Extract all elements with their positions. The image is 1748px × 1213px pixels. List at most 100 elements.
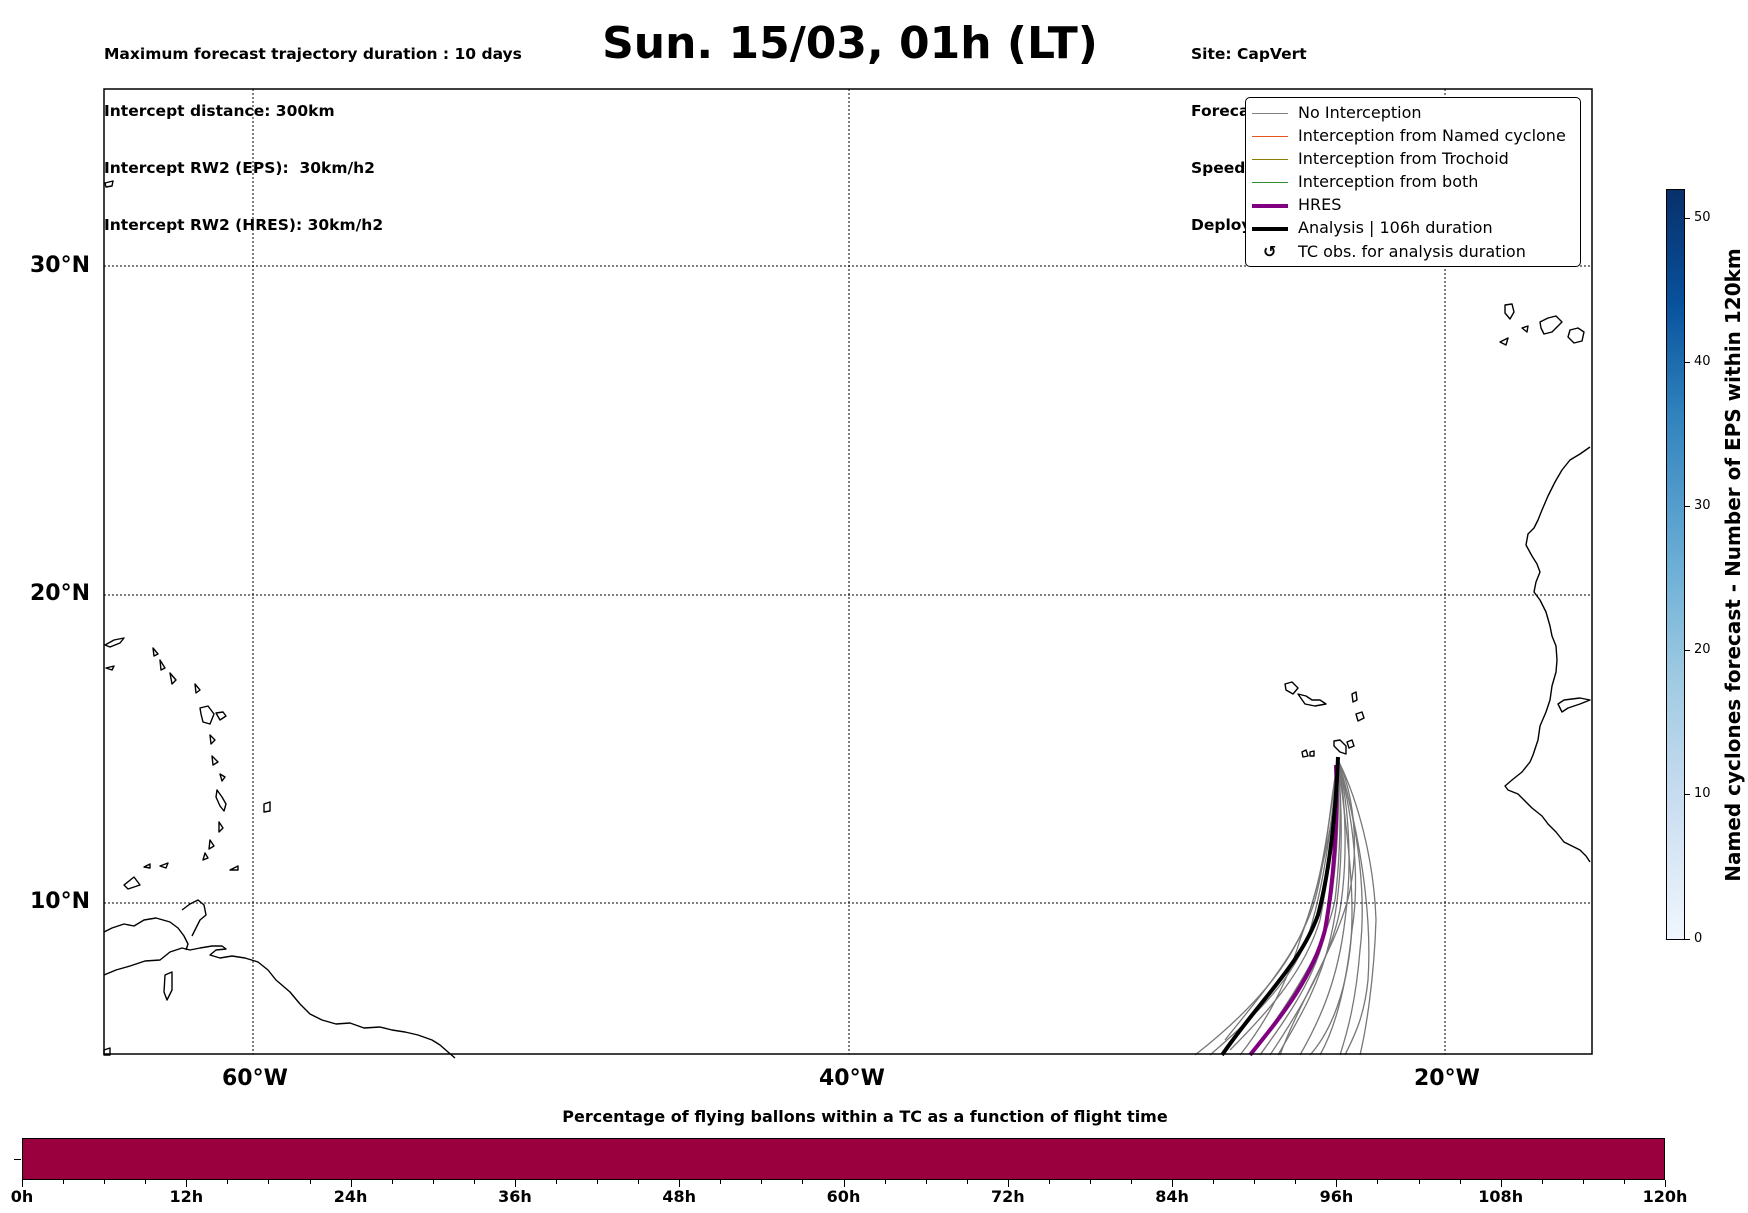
lon-label: 60°W [222,1066,288,1091]
progress-tick [761,1180,763,1184]
progress-tick [63,1180,65,1184]
progress-tick [1007,1180,1009,1187]
colorbar-tick-label: 30 [1694,498,1711,513]
progress-tick [1500,1180,1502,1187]
colorbar-tick-label: 50 [1694,210,1711,225]
info-line: Intercept RW2 (HRES): 30km/h2 [104,216,384,234]
legend-item: Analysis | 106h duration [1246,217,1580,239]
lon-label: 40°W [819,1066,885,1091]
legend-label: No Interception [1298,103,1422,122]
info-line: Intercept RW2 (EPS): 30km/h2 [104,159,375,177]
legend-item: Interception from Trochoid [1246,148,1580,170]
colorbar [1666,189,1685,940]
progress-tick [1582,1180,1584,1184]
lat-label: 30°N [30,253,91,278]
progress-tick [1048,1180,1050,1184]
progress-tick-label: 96h [1319,1187,1354,1206]
progress-tick [679,1180,681,1187]
progress-tick [350,1180,352,1187]
legend-label: Interception from Trochoid [1298,149,1509,168]
lat-label: 10°N [30,889,91,914]
progress-tick-label: 48h [662,1187,697,1206]
progress-tick [145,1180,147,1184]
legend-label: Analysis | 106h duration [1298,218,1493,237]
colorbar-tick-label: 40 [1694,354,1711,369]
map-legend: No Interception Interception from Named … [1245,97,1581,267]
lat-label: 20°N [30,581,91,606]
progress-tick [309,1180,311,1184]
colorbar-tick-label: 10 [1694,786,1711,801]
progress-tick [1089,1180,1091,1184]
progress-tick [638,1180,640,1184]
progress-tick-label: 36h [498,1187,532,1206]
progress-tick [104,1180,106,1184]
progress-tick [1418,1180,1420,1184]
progress-tick [1665,1180,1666,1187]
colorbar-tick-label: 0 [1694,931,1703,946]
forecast-title: Sun. 15/03, 01h (LT) [602,18,1098,69]
colorbar-tick [1685,794,1690,795]
hres-trajectory [1248,764,1339,1057]
colorbar-tick [1685,939,1690,940]
progress-tick [555,1180,557,1184]
legend-item: HRES [1246,194,1580,216]
legend-swatch [1252,227,1288,231]
progress-tick [1623,1180,1625,1184]
progress-tick [720,1180,722,1184]
progress-tick-label: 108h [1478,1187,1524,1206]
legend-item: Interception from both [1246,171,1580,193]
colorbar-tick [1685,506,1690,507]
progress-tick [843,1180,845,1187]
coastlines [103,180,1591,1059]
progress-tick [1541,1180,1543,1184]
legend-label: HRES [1298,195,1342,214]
colorbar-tick-label: 20 [1694,642,1711,657]
progress-tick [1377,1180,1379,1184]
progress-tick [186,1180,188,1187]
progress-tick [966,1180,968,1184]
progress-tick-label: 0h [10,1187,34,1206]
progress-tick-label: 120h [1642,1187,1688,1206]
cyclone-symbol-icon: ↺ [1263,242,1277,261]
progress-tick [1213,1180,1215,1184]
legend-label: Interception from both [1298,172,1479,191]
tc-percentage-bar [22,1138,1665,1180]
run-info-left: Maximum forecast trajectory duration : 1… [104,7,522,254]
info-line: Intercept distance: 300km [104,102,335,120]
progress-tick [802,1180,804,1184]
progress-title: Percentage of flying ballons within a TC… [562,1107,1168,1126]
legend-label: Interception from Named cyclone [1298,126,1566,145]
colorbar-tick [1685,362,1690,363]
progress-tick [1254,1180,1256,1184]
progress-tick-label: 24h [333,1187,368,1206]
progress-tick-label: 84h [1155,1187,1189,1206]
progress-tick-label: 12h [169,1187,204,1206]
ensemble-trajectories [1194,759,1377,1056]
progress-tick-label: 72h [990,1187,1025,1206]
progress-y-tick [14,1159,21,1160]
legend-item: ↺ TC obs. for analysis duration [1246,241,1580,263]
legend-label: TC obs. for analysis duration [1298,242,1526,261]
progress-tick [432,1180,434,1184]
progress-tick [473,1180,475,1184]
progress-tick [514,1180,516,1187]
colorbar-tick [1685,650,1690,651]
legend-item: No Interception [1246,102,1580,124]
progress-tick [1295,1180,1297,1184]
progress-tick [1131,1180,1133,1184]
legend-swatch [1252,136,1288,137]
progress-tick [268,1180,270,1184]
progress-tick [227,1180,229,1184]
progress-tick [1336,1180,1338,1187]
progress-tick [884,1180,886,1184]
lon-label: 20°W [1414,1066,1480,1091]
progress-tick [597,1180,599,1184]
progress-tick [22,1180,23,1187]
info-line: Maximum forecast trajectory duration : 1… [104,45,522,63]
legend-swatch [1252,182,1288,183]
progress-tick [1459,1180,1461,1184]
analysis-trajectory [1220,756,1340,1057]
progress-tick [925,1180,927,1184]
legend-swatch [1252,159,1288,160]
colorbar-tick [1685,218,1690,219]
